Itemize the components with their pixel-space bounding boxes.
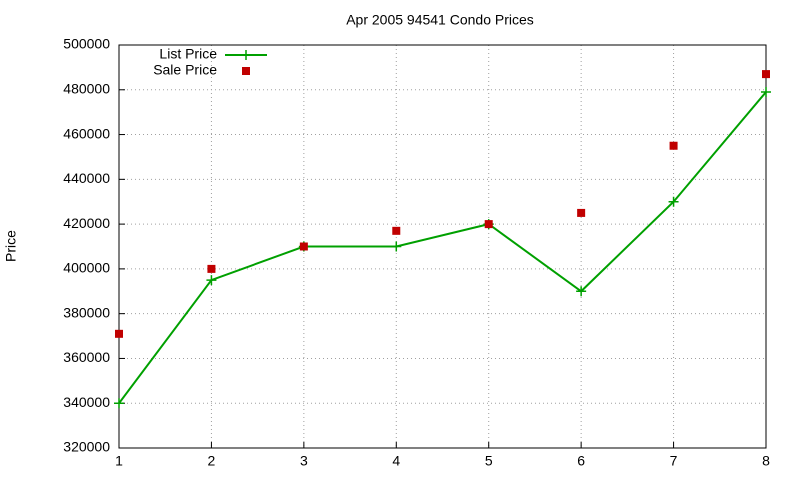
y-tick-label: 460000 (63, 125, 110, 141)
data-point (299, 242, 308, 251)
legend-marker (241, 50, 251, 60)
plot-border (118, 44, 767, 449)
legend-label: List Price (159, 46, 217, 62)
data-point (115, 329, 123, 338)
y-tick-label: 320000 (63, 439, 110, 455)
legend-marker (242, 67, 250, 75)
data-point (669, 141, 678, 150)
data-point (392, 226, 401, 235)
y-tick-label: 420000 (63, 215, 110, 231)
x-tick-label: 3 (300, 453, 308, 469)
x-tick-label: 5 (485, 453, 493, 469)
y-tick-label: 400000 (63, 260, 110, 276)
data-point (114, 398, 124, 409)
x-tick-label: 8 (762, 453, 770, 469)
y-axis-label: Price (3, 230, 19, 262)
data-point (668, 196, 679, 207)
y-tick-label: 480000 (63, 80, 110, 96)
y-tick-label: 380000 (63, 304, 110, 320)
series-line (118, 91, 767, 404)
data-point (761, 87, 771, 98)
data-point (484, 220, 493, 229)
data-point (207, 264, 216, 273)
legend-label: Sale Price (153, 62, 217, 78)
y-tick-label: 340000 (63, 394, 110, 410)
data-point (206, 275, 217, 286)
y-tick-label: 500000 (63, 36, 110, 52)
x-tick-label: 2 (208, 453, 216, 469)
y-tick-label: 440000 (63, 170, 110, 186)
y-tick-label: 360000 (63, 349, 110, 365)
data-point (391, 241, 402, 252)
data-point (762, 70, 770, 79)
x-tick-label: 4 (392, 453, 400, 469)
x-tick-label: 6 (577, 453, 585, 469)
chart-title: Apr 2005 94541 Condo Prices (346, 12, 534, 28)
x-tick-label: 1 (115, 453, 123, 469)
data-point (576, 286, 587, 297)
data-point (577, 208, 586, 217)
x-tick-label: 7 (670, 453, 678, 469)
